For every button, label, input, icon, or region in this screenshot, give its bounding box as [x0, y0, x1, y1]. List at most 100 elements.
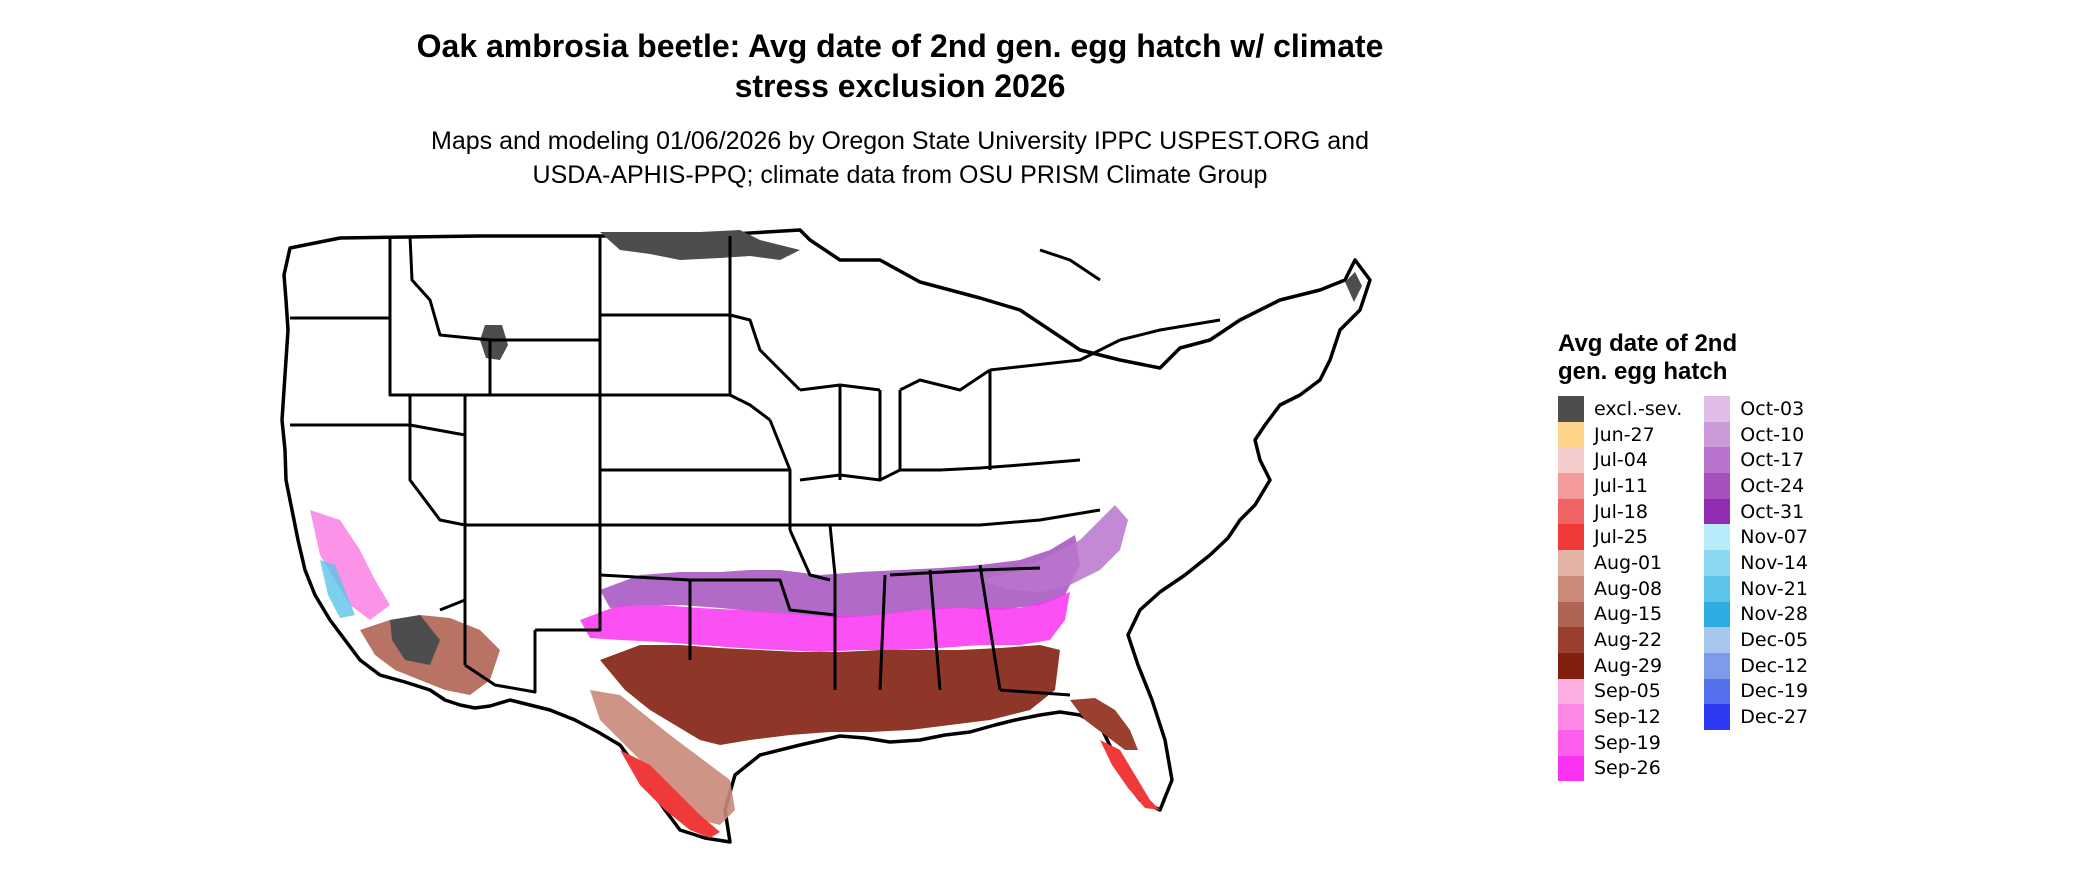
legend-swatch: [1704, 627, 1731, 653]
legend-swatch: [1704, 421, 1731, 448]
legend-item: Oct-31: [1704, 498, 1808, 525]
legend-label: Dec-05: [1740, 629, 1809, 652]
state-boundaries: [290, 235, 1221, 697]
excluded-maine: [1345, 272, 1362, 302]
legend-label: Jun-27: [1594, 423, 1655, 446]
legend-item: Sep-05: [1558, 678, 1682, 705]
legend-swatch: [1558, 473, 1584, 499]
legend-label: Dec-19: [1740, 680, 1809, 703]
legend-item: Jul-04: [1558, 447, 1682, 474]
legend-label: Sep-26: [1594, 757, 1661, 780]
legend-swatch: [1558, 704, 1584, 730]
legend-label: excl.-sev.: [1594, 397, 1683, 420]
legend-swatch: [1558, 421, 1584, 448]
legend-label: Sep-19: [1594, 731, 1661, 754]
legend-item: Aug-29: [1558, 652, 1682, 679]
legend-swatch: [1704, 550, 1731, 576]
title-line-2: stress exclusion 2026: [734, 68, 1066, 104]
legend-item: Jul-25: [1558, 524, 1682, 551]
legend-label: Dec-27: [1740, 706, 1809, 729]
subtitle-line-1: Maps and modeling 01/06/2026 by Oregon S…: [431, 127, 1369, 155]
map-title: Oak ambrosia beetle: Avg date of 2nd gen…: [300, 26, 1500, 106]
legend-label: Aug-22: [1594, 629, 1663, 652]
legend-swatch: [1558, 755, 1584, 782]
legend-item: Dec-19: [1704, 678, 1809, 705]
zone-red-south-texas: [620, 750, 720, 838]
legend-title-line-1: Avg date of 2nd: [1558, 330, 1738, 357]
legend-item: Nov-21: [1704, 575, 1808, 602]
legend-item: Sep-26: [1558, 755, 1682, 782]
title-line-1: Oak ambrosia beetle: Avg date of 2nd gen…: [416, 28, 1384, 64]
zone-purple-north: [600, 535, 1080, 618]
legend-swatch: [1558, 447, 1584, 474]
zone-tan-coast: [590, 690, 735, 825]
legend-swatch: [1704, 575, 1731, 602]
legend-swatch: [1704, 678, 1731, 705]
legend-label: Dec-12: [1740, 654, 1809, 677]
legend-label: Aug-29: [1594, 654, 1663, 677]
legend-item: Oct-24: [1704, 473, 1808, 499]
legend-item: Aug-15: [1558, 601, 1682, 628]
legend-swatch: [1704, 498, 1731, 525]
legend-item: Oct-10: [1704, 421, 1808, 448]
legend-swatch: [1558, 550, 1584, 576]
legend-swatch: [1704, 447, 1731, 474]
legend-item: Jul-18: [1558, 498, 1682, 525]
legend-label: Oct-03: [1740, 397, 1805, 420]
legend-label: Aug-08: [1594, 577, 1663, 600]
legend-column-2: Oct-03 Oct-10 Oct-17 Oct-24 Oct-31 Nov-07 Nov-…: [1704, 396, 1808, 781]
zone-southwest-blue: [320, 560, 355, 618]
excluded-minnesota: [600, 230, 800, 260]
legend-label: Jul-25: [1594, 526, 1648, 549]
legend: Avg date of 2nd gen. egg hatch excl.-sev…: [1558, 330, 1808, 782]
zone-magenta-band: [580, 592, 1070, 652]
zone-red-florida: [1100, 740, 1160, 810]
legend-swatch: [1704, 601, 1731, 628]
legend-column-1: excl.-sev. Jun-27 Jul-04 Jul-11 Jul-18 Jul-25…: [1558, 396, 1682, 782]
legend-swatch: [1704, 524, 1731, 551]
legend-item: Aug-08: [1558, 575, 1682, 602]
legend-item: Oct-17: [1704, 447, 1808, 474]
legend-label: Sep-12: [1594, 706, 1661, 729]
legend-item: Nov-28: [1704, 601, 1808, 628]
legend-label: Oct-10: [1740, 423, 1805, 446]
legend-item: Nov-07: [1704, 524, 1808, 551]
zone-purple-east: [980, 505, 1128, 592]
legend-item: Sep-19: [1558, 729, 1682, 756]
legend-item: Dec-12: [1704, 652, 1809, 679]
legend-item: Jul-11: [1558, 473, 1682, 499]
legend-label: Aug-01: [1594, 551, 1663, 574]
legend-item: Dec-27: [1704, 704, 1808, 730]
legend-label: Jul-11: [1594, 474, 1648, 497]
legend-swatch: [1558, 575, 1584, 602]
legend-item: Nov-14: [1704, 550, 1808, 576]
legend-label: Nov-14: [1740, 551, 1808, 574]
legend-item: Jun-27: [1558, 421, 1682, 448]
legend-item: excl.-sev.: [1558, 396, 1682, 422]
legend-item: Aug-01: [1558, 550, 1682, 576]
zone-southwest-pink: [310, 510, 390, 620]
legend-swatch: [1558, 652, 1584, 679]
legend-label: Oct-17: [1740, 449, 1805, 472]
legend-label: Aug-15: [1594, 603, 1663, 626]
legend-item: Oct-03: [1704, 396, 1808, 422]
us-map: [280, 228, 1372, 844]
legend-label: Jul-04: [1594, 449, 1648, 472]
map-subtitle: Maps and modeling 01/06/2026 by Oregon S…: [300, 124, 1500, 192]
legend-swatch: [1558, 601, 1584, 628]
legend-swatch: [1558, 524, 1584, 551]
legend-label: Nov-07: [1740, 526, 1808, 549]
legend-label: Sep-05: [1594, 680, 1661, 703]
legend-swatch: [1704, 704, 1731, 730]
legend-title: Avg date of 2nd gen. egg hatch: [1558, 330, 1808, 386]
subtitle-line-2: USDA-APHIS-PPQ; climate data from OSU PR…: [532, 161, 1268, 189]
zone-arizona-dark: [390, 615, 440, 665]
legend-label: Oct-24: [1740, 474, 1805, 497]
legend-swatch: [1558, 498, 1584, 525]
legend-columns: excl.-sev. Jun-27 Jul-04 Jul-11 Jul-18 Jul-25…: [1558, 396, 1808, 782]
legend-title-line-2: gen. egg hatch: [1558, 358, 1728, 385]
legend-label: Nov-21: [1740, 577, 1808, 600]
legend-item: Dec-05: [1704, 627, 1808, 653]
legend-swatch: [1704, 652, 1731, 679]
legend-item: Sep-12: [1558, 704, 1682, 730]
